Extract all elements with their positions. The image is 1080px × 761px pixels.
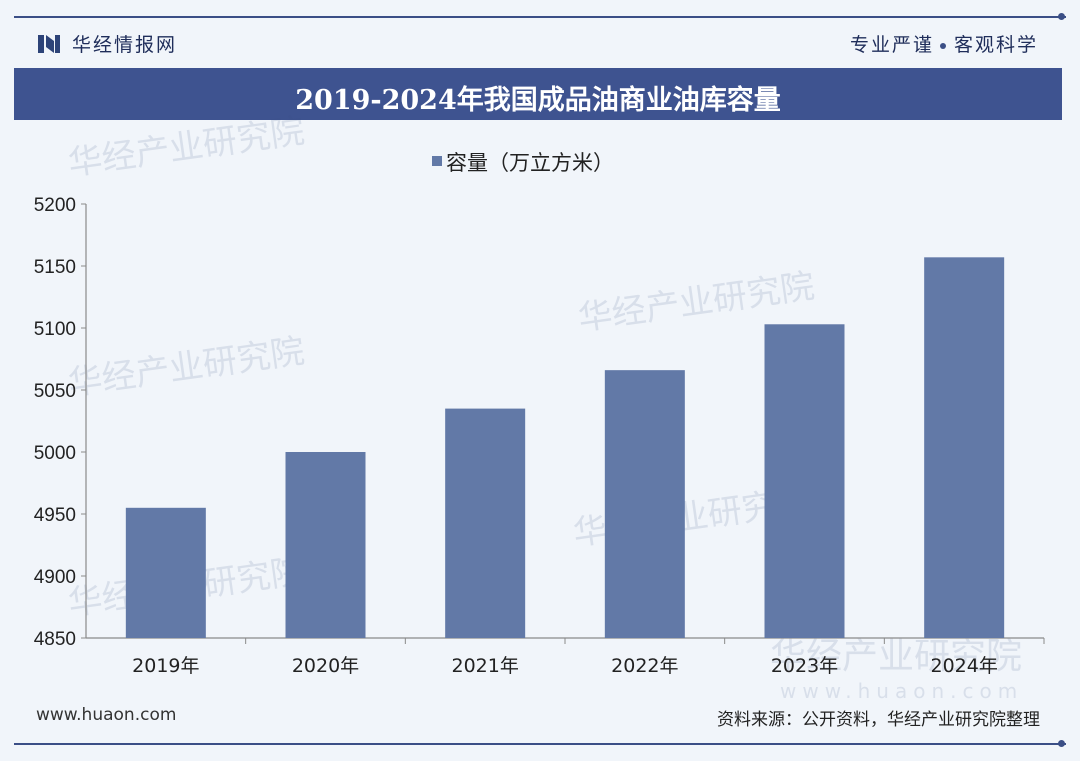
- bar-2022年: [604, 370, 685, 638]
- watermark-url: www.huaon.com: [780, 679, 1023, 703]
- x-tick-label: 2019年: [132, 655, 199, 677]
- y-tick-label: 5000: [34, 443, 76, 464]
- top-border: [14, 16, 1066, 18]
- y-tick-label: 4950: [34, 505, 76, 526]
- axes: [81, 203, 1045, 644]
- bottom-border: [14, 743, 1066, 745]
- slogan-dot: [939, 42, 946, 49]
- chart-title: 2019-2024年我国成品油商业油库容量: [295, 85, 781, 116]
- y-tick-label: 4900: [34, 567, 76, 588]
- bottom-border-dot: [1058, 740, 1065, 747]
- bar-2023年: [764, 324, 845, 638]
- top-border-dot: [1058, 13, 1065, 20]
- y-tick-label: 5200: [34, 195, 76, 216]
- x-tick-label: 2023年: [771, 655, 838, 677]
- bar-2020年: [285, 452, 366, 638]
- header: 华经情报网 专业严谨 客观科学: [0, 18, 1080, 66]
- slogan-left: 专业严谨: [849, 34, 934, 56]
- slogan: 专业严谨 客观科学: [850, 30, 1038, 57]
- watermark-text: 华经产业研究院: [66, 111, 307, 184]
- bar-2021年: [445, 408, 526, 638]
- footer-source: 资料来源：公开资料，华经产业研究院整理: [717, 710, 1040, 730]
- huajing-logo-icon: [38, 35, 60, 53]
- logo-text: 华经情报网: [72, 34, 178, 56]
- watermark-text: 华经产业研究院: [770, 636, 1022, 677]
- legend-label: 容量（万立方米）: [446, 151, 614, 175]
- watermark-text: 华经产业研究院: [66, 331, 307, 404]
- x-tick-label: 2020年: [292, 655, 359, 677]
- y-tick-label: 5100: [34, 319, 76, 340]
- title-bar: 2019-2024年我国成品油商业油库容量: [14, 68, 1062, 120]
- tick-labels: 4850 4900 4950 5000 5050 5100 5150 5200 2019年 202…: [34, 195, 998, 677]
- watermark-layer: 华经产业研究院华经产业研究院华经产业研究院华经产业研究院华经产业研究院华经产业研…: [66, 111, 1023, 703]
- y-tick-label: 5150: [34, 257, 76, 278]
- x-tick-label: 2022年: [611, 655, 678, 677]
- footer-url: www.huaon.com: [36, 705, 177, 725]
- x-tick-label: 2021年: [451, 655, 518, 677]
- x-tick-label: 2024年: [930, 655, 997, 677]
- y-tick-label: 4850: [34, 629, 76, 650]
- bar-2024年: [924, 257, 1005, 638]
- legend: 容量（万立方米）: [432, 151, 614, 175]
- y-tick-label: 5050: [34, 381, 76, 402]
- bar-2019年: [125, 507, 206, 638]
- slogan-right: 客观科学: [953, 34, 1038, 56]
- bars: [125, 257, 1005, 638]
- legend-swatch: [432, 156, 442, 166]
